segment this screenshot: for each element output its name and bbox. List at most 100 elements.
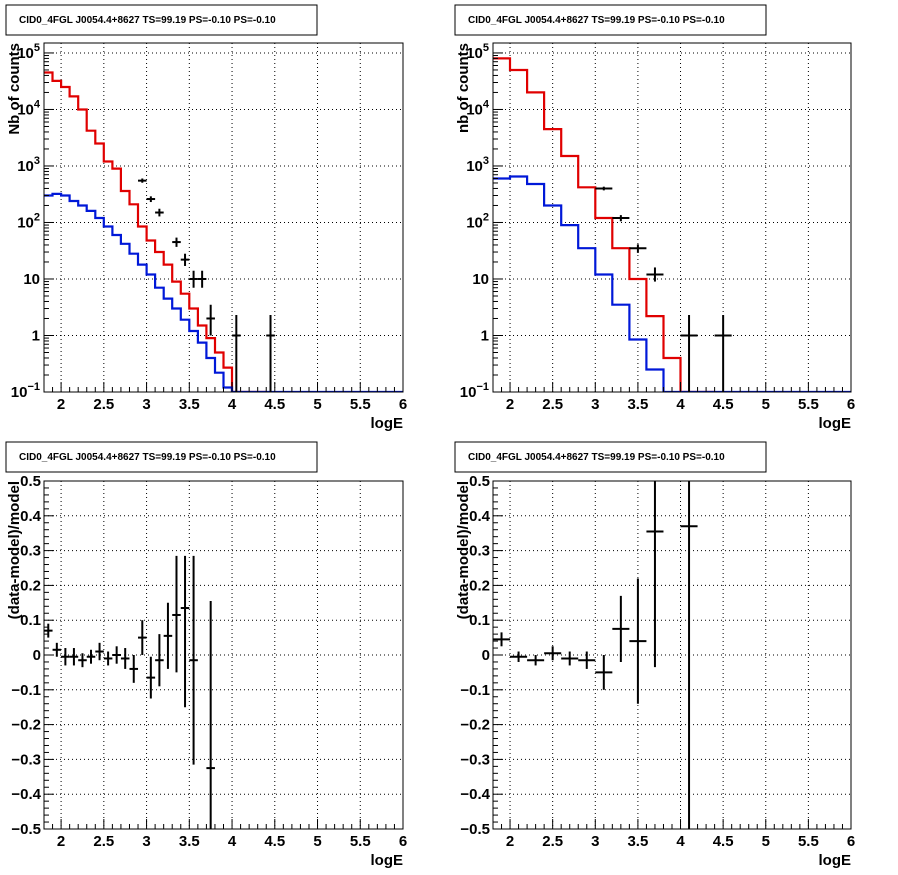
data-point [714,315,732,392]
x-tick-label: 4 [228,833,237,850]
y-tick-label: 0.2 [20,577,41,594]
x-tick-label: 6 [847,833,855,850]
x-tick-label: 3 [142,833,150,850]
y-tick-label-base: 10 [460,384,477,401]
y-tick-label: 0.4 [20,508,42,525]
y-tick-label: −0.5 [460,821,490,838]
data-point [680,315,698,392]
y-tick-label-base: 10 [466,45,483,62]
x-tick-label: 4.5 [264,396,285,413]
data-point [155,634,164,687]
chart-pad-2: CID0_4FGL J0054.4+8627 TS=99.19 PS=-0.10… [454,4,855,432]
y-tick-label: −0.2 [11,717,41,734]
data-point [138,620,147,655]
data-point [493,632,511,647]
plot-area [493,481,698,829]
y-tick-label: −0.5 [11,821,41,838]
data-point [646,481,664,668]
data-point [189,555,198,765]
x-tick-label: 2 [506,396,514,413]
x-tick-label: 5.5 [350,833,371,850]
data-point [163,602,173,669]
plot-frame [492,42,852,393]
data-point [138,178,147,183]
y-axis-title: Nb of counts [6,43,23,135]
data-point [578,651,596,669]
chart-title: CID0_4FGL J0054.4+8627 TS=99.19 PS=-0.10… [19,15,276,26]
data-point [180,253,190,266]
y-tick-label: 10−1 [11,381,40,401]
y-tick-label-exponent: 5 [483,42,489,54]
total-model-line [493,57,715,392]
y-tick-label-base: 10 [466,214,483,231]
y-tick-label-base: 10 [472,271,489,288]
plot-area [493,57,851,392]
y-tick-label-base: 10 [17,214,34,231]
x-axis-title: logE [819,852,852,869]
data-point [561,651,579,666]
x-tick-label: 4.5 [713,396,734,413]
x-tick-label: 4.5 [264,833,285,850]
x-tick-label: 6 [847,396,855,413]
data-point [680,481,698,829]
y-axis-title: nb of counts [455,43,472,133]
data-point [112,646,121,664]
x-tick-label: 3.5 [627,833,648,850]
y-tick-label: −0.4 [460,786,490,803]
x-tick-label: 5 [313,833,321,850]
x-tick-label: 5.5 [350,396,371,413]
data-point [206,304,215,336]
data-point [155,208,164,217]
x-tick-label: 4.5 [713,833,734,850]
x-tick-label: 5.5 [798,833,819,850]
y-tick-label-base: 10 [17,101,34,118]
data-point [510,651,528,662]
y-tick-label: 102 [17,211,40,231]
y-tick-label-base: 1 [481,327,489,344]
data-point [78,653,87,668]
x-tick-label: 5.5 [798,396,819,413]
y-tick-label-exponent: 4 [483,98,490,110]
y-tick-label: 0.5 [469,473,490,490]
y-tick-label-base: 10 [23,271,40,288]
chart-pad-1: CID0_4FGL J0054.4+8627 TS=99.19 PS=-0.10… [5,4,407,432]
y-tick-label: −0.3 [460,751,490,768]
title-box [454,441,767,473]
y-tick-label: −0.1 [11,682,41,699]
y-tick-label: 10−1 [460,381,489,401]
y-tick-label: −0.1 [460,682,490,699]
data-point [120,648,130,669]
y-tick-label: 10 [472,271,489,288]
data-point [595,655,613,690]
y-tick-label: 0.5 [20,473,41,490]
y-tick-label-exponent: 2 [483,211,489,223]
x-tick-label: 4 [676,396,685,413]
y-axis-title: (data-model)/model [455,481,472,619]
y-tick-label: 1 [32,327,40,344]
data-point [129,655,139,683]
data-point [146,656,156,699]
x-tick-label: 2 [57,833,65,850]
y-tick-label: 0.3 [469,543,490,560]
y-tick-label: 104 [17,98,41,118]
data-point [646,267,664,282]
x-tick-label: 5 [313,396,321,413]
x-tick-label: 2.5 [542,833,563,850]
x-tick-label: 2.5 [93,833,114,850]
y-tick-label-exponent: 5 [34,42,40,54]
data-point [61,648,70,666]
data-point [95,642,104,661]
x-tick-label: 6 [399,396,407,413]
title-box [454,4,767,36]
y-tick-label: 105 [17,42,40,62]
y-tick-label: 0.3 [20,543,41,560]
y-tick-label: 103 [17,155,40,175]
x-tick-label: 4 [228,396,237,413]
data-point [69,648,79,666]
plot-area [44,71,403,392]
data-point [52,642,62,657]
y-tick-label-exponent: 2 [34,211,40,223]
data-point [266,315,275,392]
total-model-line [44,71,267,392]
